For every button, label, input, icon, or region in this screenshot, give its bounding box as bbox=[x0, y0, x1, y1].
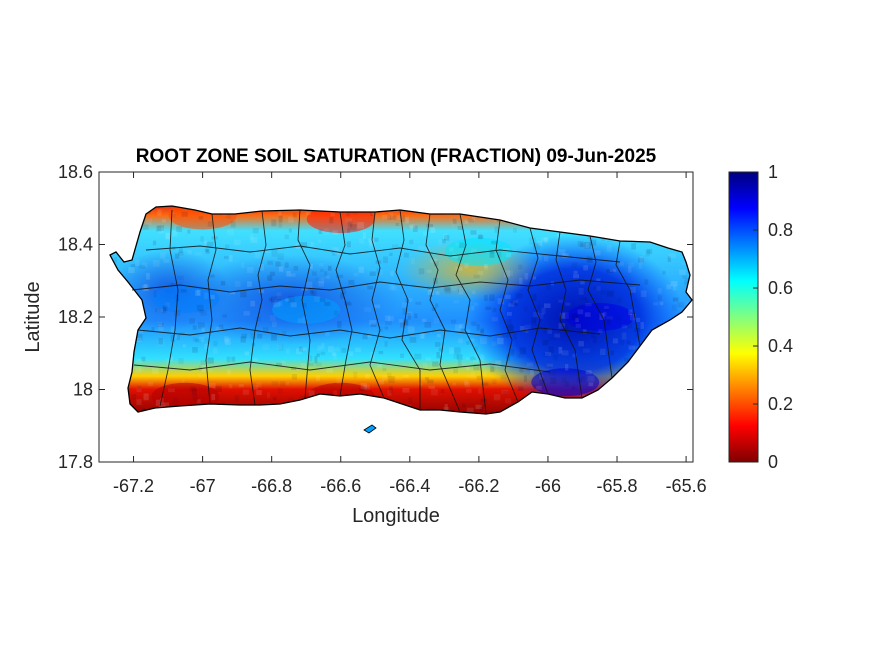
colorbar-tick-label: 1 bbox=[768, 162, 778, 182]
municipal-boundary bbox=[425, 213, 461, 413]
municipal-boundary bbox=[133, 361, 551, 373]
municipal-boundary bbox=[615, 240, 641, 347]
y-axis: 17.8 18 18.2 18.4 18.6 bbox=[58, 162, 693, 472]
chart-title: ROOT ZONE SOIL SATURATION (FRACTION) 09-… bbox=[136, 146, 657, 167]
x-tick-label: -66 bbox=[535, 476, 561, 496]
colorbar-tick-label: 0 bbox=[768, 452, 778, 472]
saturation-region bbox=[531, 368, 600, 397]
municipal-boundary bbox=[527, 227, 549, 395]
municipal-boundary bbox=[159, 209, 179, 407]
municipal-boundary bbox=[131, 279, 641, 293]
x-tick-label: -66.8 bbox=[251, 476, 292, 496]
municipal-boundary bbox=[137, 327, 601, 339]
x-tick-label: -65.6 bbox=[666, 476, 707, 496]
colorbar-tick-label: 0.4 bbox=[768, 336, 793, 356]
x-axis-label: Longitude bbox=[352, 505, 440, 527]
colorbar-tick-label: 0.2 bbox=[768, 394, 793, 414]
x-tick-label: -67.2 bbox=[113, 476, 154, 496]
municipal-boundaries bbox=[131, 209, 641, 415]
x-tick-label: -65.8 bbox=[597, 476, 638, 496]
x-tick-label: -66.2 bbox=[458, 476, 499, 496]
y-tick-label: 18.2 bbox=[58, 307, 93, 327]
colorbar bbox=[728, 171, 759, 463]
x-tick-label: -66.6 bbox=[320, 476, 361, 496]
colorbar-tick-label: 0.6 bbox=[768, 278, 793, 298]
municipal-boundary bbox=[495, 219, 519, 403]
small-island bbox=[363, 424, 377, 434]
municipal-boundary bbox=[587, 235, 613, 379]
y-tick-label: 18.4 bbox=[58, 235, 93, 255]
saturation-region bbox=[151, 382, 220, 411]
x-tick-label: -66.4 bbox=[389, 476, 430, 496]
saturation-region bbox=[444, 237, 513, 266]
municipal-boundary bbox=[455, 213, 487, 415]
saturation-region bbox=[151, 284, 220, 313]
colorbar-tick-label: 0.8 bbox=[768, 220, 793, 240]
municipal-boundary bbox=[249, 210, 267, 406]
y-axis-label: Latitude bbox=[22, 281, 44, 352]
x-axis: -67.2 -67 -66.8 -66.6 -66.4 -66.2 -66 -65.8 -65.… bbox=[113, 172, 707, 496]
colorbar-ticks: 0 0.2 0.4 0.6 0.8 1 bbox=[753, 162, 793, 472]
island-outline bbox=[109, 205, 693, 415]
municipal-boundary bbox=[369, 211, 385, 399]
saturation-region bbox=[565, 303, 634, 331]
y-tick-label: 18 bbox=[73, 380, 93, 400]
municipal-boundary bbox=[297, 209, 311, 399]
y-tick-label: 17.8 bbox=[58, 452, 93, 472]
x-tick-label: -67 bbox=[190, 476, 216, 496]
y-tick-label: 18.6 bbox=[58, 162, 93, 182]
municipal-boundary bbox=[395, 209, 421, 410]
saturation-region bbox=[272, 295, 341, 324]
municipal-boundary bbox=[145, 245, 621, 263]
municipal-boundary bbox=[335, 211, 353, 397]
